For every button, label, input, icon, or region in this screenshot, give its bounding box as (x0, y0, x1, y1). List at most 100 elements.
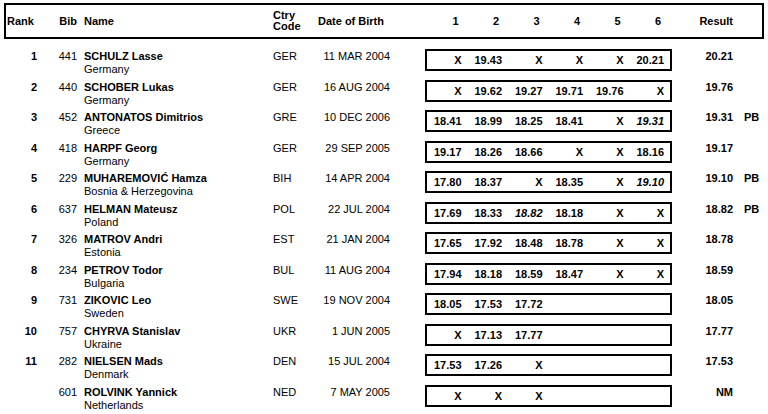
country-code-cell: SWE (273, 290, 313, 307)
result-row: 4 418 HARPF Georg Germany GER 29 SEP 200… (0, 138, 768, 169)
results-page: Rank Bib Name Ctry Code Date of Birth 1 … (0, 0, 768, 414)
attempt-cell: 18.37 (468, 173, 509, 191)
attempt-cell: 18.16 (630, 143, 671, 161)
header-bib: Bib (40, 15, 81, 27)
attempt-cell: 18.25 (508, 112, 549, 130)
dob-cell: 22 JUL 2004 (313, 199, 390, 216)
attempt-cell: 17.65 (427, 234, 468, 252)
result-cell: 18.59 (672, 260, 737, 277)
attempt-cell: 17.94 (427, 265, 468, 283)
name-cell: SCHOBER Lukas Germany (81, 77, 273, 107)
attempt-cell: 18.48 (508, 234, 549, 252)
result-cell: 19.10 (672, 168, 737, 185)
bib-cell: 757 (40, 321, 81, 338)
attempt-cell: 17.26 (468, 356, 509, 374)
bib-cell: 441 (40, 46, 81, 63)
athlete-country: Bosnia & Herzegovina (84, 185, 273, 198)
rank-cell: 9 (0, 290, 40, 307)
athlete-name: MATROV Andri (84, 233, 273, 246)
attempt-cell: X (508, 387, 549, 405)
athlete-country: Denmark (84, 368, 273, 381)
name-cell: SCHULZ Lasse Germany (81, 46, 273, 76)
bib-cell: 452 (40, 107, 81, 124)
attempt-cell: X (589, 173, 630, 191)
athlete-name: NIELSEN Mads (84, 355, 273, 368)
bib-cell: 601 (40, 382, 81, 399)
athlete-country: Greece (84, 124, 273, 137)
rank-cell: 3 (0, 107, 40, 124)
attempt-cell: X (589, 234, 630, 252)
country-code-cell: EST (273, 229, 313, 246)
attempt-cell: X (630, 82, 671, 100)
attempt-cell: 18.99 (468, 112, 509, 130)
attempt-cell: 17.72 (508, 295, 549, 313)
dob-cell: 29 SEP 2005 (313, 138, 390, 155)
bib-cell: 229 (40, 168, 81, 185)
name-cell: ZIKOVIC Leo Sweden (81, 290, 273, 320)
attempt-cell: 17.77 (508, 326, 549, 344)
attempt-cell: X (468, 387, 509, 405)
result-row: 5 229 MUHAREMOVIĆ Hamza Bosnia & Herzego… (0, 168, 768, 199)
note-cell (737, 321, 768, 325)
country-code-cell: BIH (273, 168, 313, 185)
rank-cell: 5 (0, 168, 40, 185)
attempt-cell: X (630, 204, 671, 222)
result-row: 2 440 SCHOBER Lukas Germany GER 16 AUG 2… (0, 77, 768, 108)
dob-cell: 19 NOV 2004 (313, 290, 390, 307)
attempt-cell: 19.17 (427, 143, 468, 161)
country-code-cell: GER (273, 138, 313, 155)
attempts-box: 17.69 18.33 18.82 18.18 X X (425, 202, 672, 224)
rank-cell: 10 (0, 321, 40, 338)
dob-cell: 11 AUG 2004 (313, 260, 390, 277)
attempts-box: 19.17 18.26 18.66 X X 18.16 (425, 141, 672, 163)
rank-cell: 2 (0, 77, 40, 94)
attempt-cell: X (427, 51, 468, 69)
attempt-cell: 19.62 (468, 82, 509, 100)
results-rows: 1 441 SCHULZ Lasse Germany GER 11 MAR 20… (0, 46, 768, 412)
attempt-cell: 17.13 (468, 326, 509, 344)
bib-cell: 234 (40, 260, 81, 277)
athlete-country: Germany (84, 94, 273, 107)
attempt-cell: X (589, 51, 630, 69)
attempts-box: X 19.43 X X X 20.21 (425, 49, 672, 71)
country-code-cell: NED (273, 382, 313, 399)
country-code-cell: POL (273, 199, 313, 216)
attempt-cell: 19.31 (630, 112, 671, 130)
attempt-cell: X (549, 51, 590, 69)
athlete-name: PETROV Todor (84, 264, 273, 277)
result-row: 6 637 HELMAN Mateusz Poland POL 22 JUL 2… (0, 199, 768, 230)
bib-cell: 440 (40, 77, 81, 94)
attempts-box: 18.41 18.99 18.25 18.41 X 19.31 (425, 110, 672, 132)
note-cell (737, 229, 768, 233)
attempt-cell: X (589, 204, 630, 222)
attempt-cell: 18.41 (549, 112, 590, 130)
result-row: 9 731 ZIKOVIC Leo Sweden SWE 19 NOV 2004… (0, 290, 768, 321)
rank-cell: 7 (0, 229, 40, 246)
attempt-cell: 18.33 (468, 204, 509, 222)
attempt-cell: X (427, 326, 468, 344)
note-cell (737, 351, 768, 355)
attempts-box: 17.53 17.26 X (425, 354, 672, 376)
athlete-name: HARPF Georg (84, 142, 273, 155)
dob-cell: 7 MAY 2005 (313, 382, 390, 399)
note-cell (737, 77, 768, 81)
attempt-cell: 18.35 (549, 173, 590, 191)
athlete-name: SCHULZ Lasse (84, 50, 273, 63)
attempt-cell: X (508, 356, 549, 374)
athlete-country: Estonia (84, 246, 273, 259)
name-cell: NIELSEN Mads Denmark (81, 351, 273, 381)
note-cell (737, 260, 768, 264)
result-cell: 20.21 (672, 46, 737, 63)
attempts-box: X 19.62 19.27 19.71 19.76 X (425, 80, 672, 102)
note-cell (737, 382, 768, 386)
result-cell: 18.05 (672, 290, 737, 307)
country-code-cell: BUL (273, 260, 313, 277)
result-cell: 19.76 (672, 77, 737, 94)
attempt-cell: 17.53 (427, 356, 468, 374)
result-row: 601 ROLVINK Yannick Netherlands NED 7 MA… (0, 382, 768, 413)
attempt-cell: X (549, 143, 590, 161)
athlete-country: Netherlands (84, 399, 273, 412)
name-cell: HARPF Georg Germany (81, 138, 273, 168)
athlete-name: ROLVINK Yannick (84, 386, 273, 399)
attempt-cell: 19.27 (508, 82, 549, 100)
